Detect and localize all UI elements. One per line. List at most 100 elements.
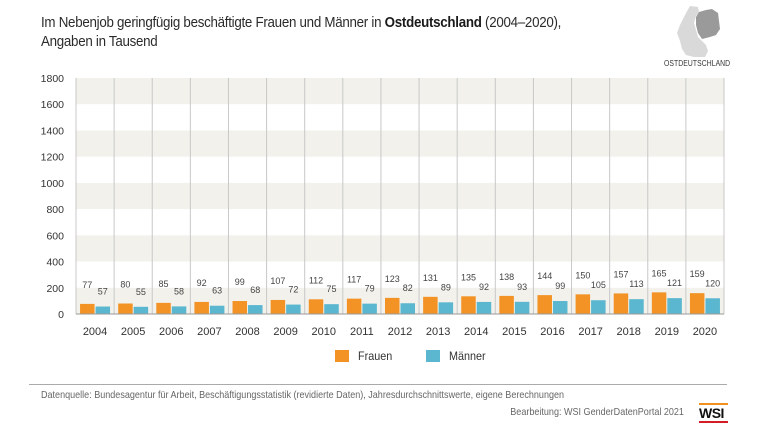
bar-maenner-2016 — [552, 301, 568, 314]
bar-frauen-2010 — [308, 299, 324, 314]
data-label: 82 — [403, 283, 413, 293]
x-tick-label: 2011 — [350, 326, 374, 338]
data-label: 89 — [441, 282, 451, 292]
data-label: 99 — [235, 277, 245, 287]
band-400-600 — [76, 235, 724, 262]
x-tick-label: 2008 — [235, 326, 259, 338]
bar-maenner-2015 — [514, 301, 530, 314]
bars — [80, 292, 720, 314]
x-tick-label: 2016 — [540, 326, 564, 338]
y-tick-label: 1600 — [41, 99, 65, 111]
data-label: 107 — [270, 276, 285, 286]
data-label: 112 — [309, 275, 323, 285]
bar-maenner-2019 — [667, 298, 682, 314]
bar-frauen-2008 — [232, 301, 248, 314]
y-axis-ticks: 0 200 400 600 800 1000 1200 1400 1600 1800 — [41, 73, 65, 321]
bar-frauen-2006 — [156, 302, 171, 314]
bar-frauen-2009 — [270, 299, 286, 314]
band-1200-1400 — [76, 130, 724, 157]
y-tick-label: 200 — [46, 283, 64, 295]
legend: Frauen Männer — [335, 349, 520, 363]
data-source: Datenquelle: Bundesagentur für Arbeit, B… — [41, 389, 565, 401]
data-label: 79 — [365, 284, 375, 294]
bar-maenner-2009 — [286, 304, 301, 314]
data-label: 57 — [98, 287, 108, 297]
legend-item-maenner: Männer — [426, 349, 490, 363]
legend-item-frauen: Frauen — [335, 349, 396, 363]
x-tick-label: 2017 — [578, 326, 602, 338]
chart-title: Im Nebenjob geringfügig beschäftigte Fra… — [41, 14, 561, 52]
data-label: 113 — [629, 279, 643, 289]
data-label: 75 — [327, 284, 337, 294]
data-label: 135 — [461, 272, 476, 282]
logo-red-bar — [699, 421, 728, 423]
x-tick-label: 2018 — [616, 326, 640, 338]
legend-swatch-frauen — [335, 350, 349, 362]
data-label: 123 — [385, 274, 400, 284]
bar-frauen-2005 — [118, 303, 133, 314]
data-label: 92 — [197, 278, 207, 288]
bar-frauen-2004 — [80, 303, 95, 314]
bar-frauen-2015 — [499, 295, 514, 314]
data-label: 165 — [652, 268, 667, 278]
data-label: 72 — [288, 285, 298, 295]
x-tick-label: 2007 — [197, 326, 221, 338]
bar-maenner-2007 — [209, 305, 225, 314]
data-label: 58 — [174, 286, 184, 296]
wsi-logo: WSI — [699, 403, 729, 423]
data-label: 150 — [575, 270, 590, 280]
logo-orange-bar — [699, 403, 728, 405]
data-label: 105 — [591, 280, 606, 290]
band-800-1000 — [76, 182, 724, 210]
data-label: 117 — [347, 275, 361, 285]
data-label: 138 — [499, 272, 514, 282]
bar-maenner-2014 — [476, 301, 492, 314]
data-label: 55 — [136, 287, 146, 297]
data-label: 144 — [537, 271, 552, 281]
data-label: 92 — [479, 282, 489, 292]
title-pre: Im Nebenjob geringfügig beschäftigte Fra… — [41, 15, 385, 31]
y-tick-label: 1800 — [41, 73, 65, 85]
chart-subtitle: Angaben in Tausend — [41, 34, 158, 50]
bar-frauen-2020 — [689, 293, 705, 314]
data-label: 131 — [423, 273, 438, 283]
footer-divider — [29, 384, 727, 385]
x-tick-label: 2004 — [83, 326, 107, 338]
bar-maenner-2020 — [705, 298, 720, 314]
y-tick-label: 400 — [46, 257, 64, 269]
data-label: 85 — [159, 279, 169, 289]
bar-frauen-2018 — [613, 293, 629, 314]
data-label: 93 — [517, 282, 527, 292]
x-tick-label: 2005 — [121, 326, 145, 338]
vertical-gridlines — [75, 78, 725, 314]
east-germany-shape — [696, 9, 720, 39]
bar-maenner-2010 — [324, 304, 339, 314]
bar-frauen-2016 — [537, 295, 552, 314]
x-tick-label: 2009 — [273, 326, 297, 338]
bar-frauen-2019 — [651, 292, 667, 314]
legend-swatch-maenner — [426, 350, 441, 362]
bar-maenner-2011 — [362, 303, 377, 314]
legend-label-frauen: Frauen — [358, 349, 393, 363]
y-tick-label: 800 — [46, 204, 64, 216]
bar-maenner-2012 — [400, 303, 415, 314]
bar-frauen-2012 — [385, 297, 400, 314]
x-axis-ticks: 2004 2005 2006 2007 2008 2009 2010 2011 2012 2013… — [83, 326, 717, 338]
bar-frauen-2007 — [194, 301, 209, 314]
y-tick-label: 600 — [46, 230, 64, 242]
x-tick-label: 2012 — [388, 326, 412, 338]
credit: Bearbeitung: WSI GenderDatenPortal 2021 — [510, 406, 684, 418]
legend-label-maenner: Männer — [449, 349, 486, 363]
band-1600-1800 — [76, 78, 724, 105]
y-tick-label: 1400 — [41, 125, 65, 137]
bar-frauen-2017 — [575, 294, 591, 314]
y-tick-label: 1000 — [41, 178, 65, 190]
x-tick-label: 2013 — [426, 326, 450, 338]
west-germany-shape — [677, 6, 708, 57]
bar-frauen-2014 — [461, 296, 476, 314]
map-label: OSTDEUTSCHLAND — [664, 59, 731, 68]
bar-maenner-2017 — [591, 300, 606, 314]
bar-frauen-2011 — [346, 298, 362, 314]
data-label: 68 — [250, 285, 260, 295]
